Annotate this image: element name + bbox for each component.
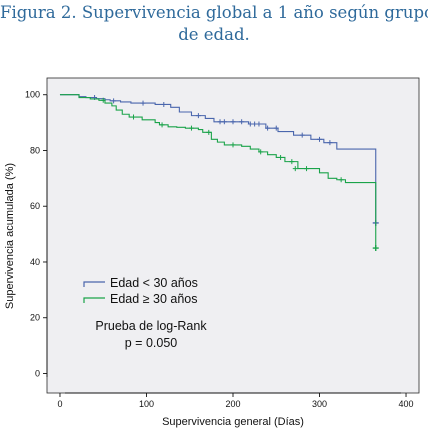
figure-title-line-2: de edad. xyxy=(178,25,250,44)
censor-mark-1-7 xyxy=(278,154,284,160)
censor-mark-1-6 xyxy=(258,149,264,155)
x-axis-title: Supervivencia general (Días) xyxy=(162,416,304,428)
censor-mark-1-5 xyxy=(230,142,236,148)
censor-mark-0-14 xyxy=(299,132,305,138)
censor-mark-0-1 xyxy=(111,98,117,104)
y-tick-label-60: 60 xyxy=(30,201,40,211)
censor-mark-0-2 xyxy=(140,100,146,106)
censor-mark-0-12 xyxy=(265,125,271,131)
y-tick-label-0: 0 xyxy=(35,368,40,378)
y-tick-label-20: 20 xyxy=(30,313,40,323)
series-layer xyxy=(59,94,379,252)
log-rank-annotation: Prueba de log-Rank p = 0.050 xyxy=(95,319,207,350)
series-line-0 xyxy=(59,94,377,223)
censor-mark-0-15 xyxy=(317,136,323,142)
legend-label-30-plus: Edad ≥ 30 años xyxy=(110,292,197,306)
log-rank-p-value: p = 0.050 xyxy=(125,336,178,350)
censor-mark-0-13 xyxy=(273,125,279,131)
censor-mark-0-10 xyxy=(252,121,258,127)
legend-label-under-30: Edad < 30 años xyxy=(110,276,198,290)
censor-mark-0-7 xyxy=(230,119,236,125)
figure-title-line-1: Figura 2. Supervivencia global a 1 año s… xyxy=(0,3,428,22)
censor-mark-1-2 xyxy=(159,122,165,128)
censor-mark-0-11 xyxy=(256,121,262,127)
censor-mark-0-9 xyxy=(247,121,253,127)
censor-mark-1-3 xyxy=(188,125,194,131)
x-tick-label-300: 300 xyxy=(312,399,327,409)
x-tick-label-400: 400 xyxy=(399,399,414,409)
y-axis-title: Supervivencia acumulada (%) xyxy=(4,163,16,309)
log-rank-test-label: Prueba de log-Rank xyxy=(95,319,207,333)
censor-mark-0-3 xyxy=(161,101,167,107)
y-tick-label-80: 80 xyxy=(30,145,40,155)
legend-entry-30-plus: Edad ≥ 30 años xyxy=(83,292,197,306)
censor-mark-1-4 xyxy=(206,129,212,135)
x-axis: 0 100 200 300 400 xyxy=(57,392,414,409)
legend-entry-under-30: Edad < 30 años xyxy=(83,276,198,290)
censor-mark-1-10 xyxy=(304,166,310,172)
censor-mark-0-8 xyxy=(239,119,245,125)
censor-mark-0-6 xyxy=(221,119,227,125)
x-tick-label-200: 200 xyxy=(225,399,240,409)
y-tick-label-40: 40 xyxy=(30,257,40,267)
figure-title: Figura 2. Supervivencia global a 1 año s… xyxy=(0,2,428,46)
legend: Edad < 30 años Edad ≥ 30 años xyxy=(83,276,198,306)
plot-area-background xyxy=(46,77,420,394)
censor-mark-1-9 xyxy=(292,166,298,172)
censor-mark-0-4 xyxy=(195,113,201,119)
censor-mark-1-11 xyxy=(338,177,344,183)
y-tick-label-100: 100 xyxy=(25,90,40,100)
censor-mark-1-1 xyxy=(131,114,137,120)
censor-mark-1-0 xyxy=(100,97,106,103)
legend-swatch-30-plus xyxy=(83,297,105,303)
x-tick-label-0: 0 xyxy=(57,399,62,409)
x-tick-label-100: 100 xyxy=(139,399,154,409)
legend-swatch-under-30 xyxy=(83,281,105,287)
y-axis: 0 20 40 60 80 100 xyxy=(25,90,48,378)
end-marker-1 xyxy=(372,245,379,252)
censor-mark-1-8 xyxy=(289,159,295,165)
censor-mark-0-5 xyxy=(217,119,223,125)
censor-mark-0-16 xyxy=(327,140,333,146)
